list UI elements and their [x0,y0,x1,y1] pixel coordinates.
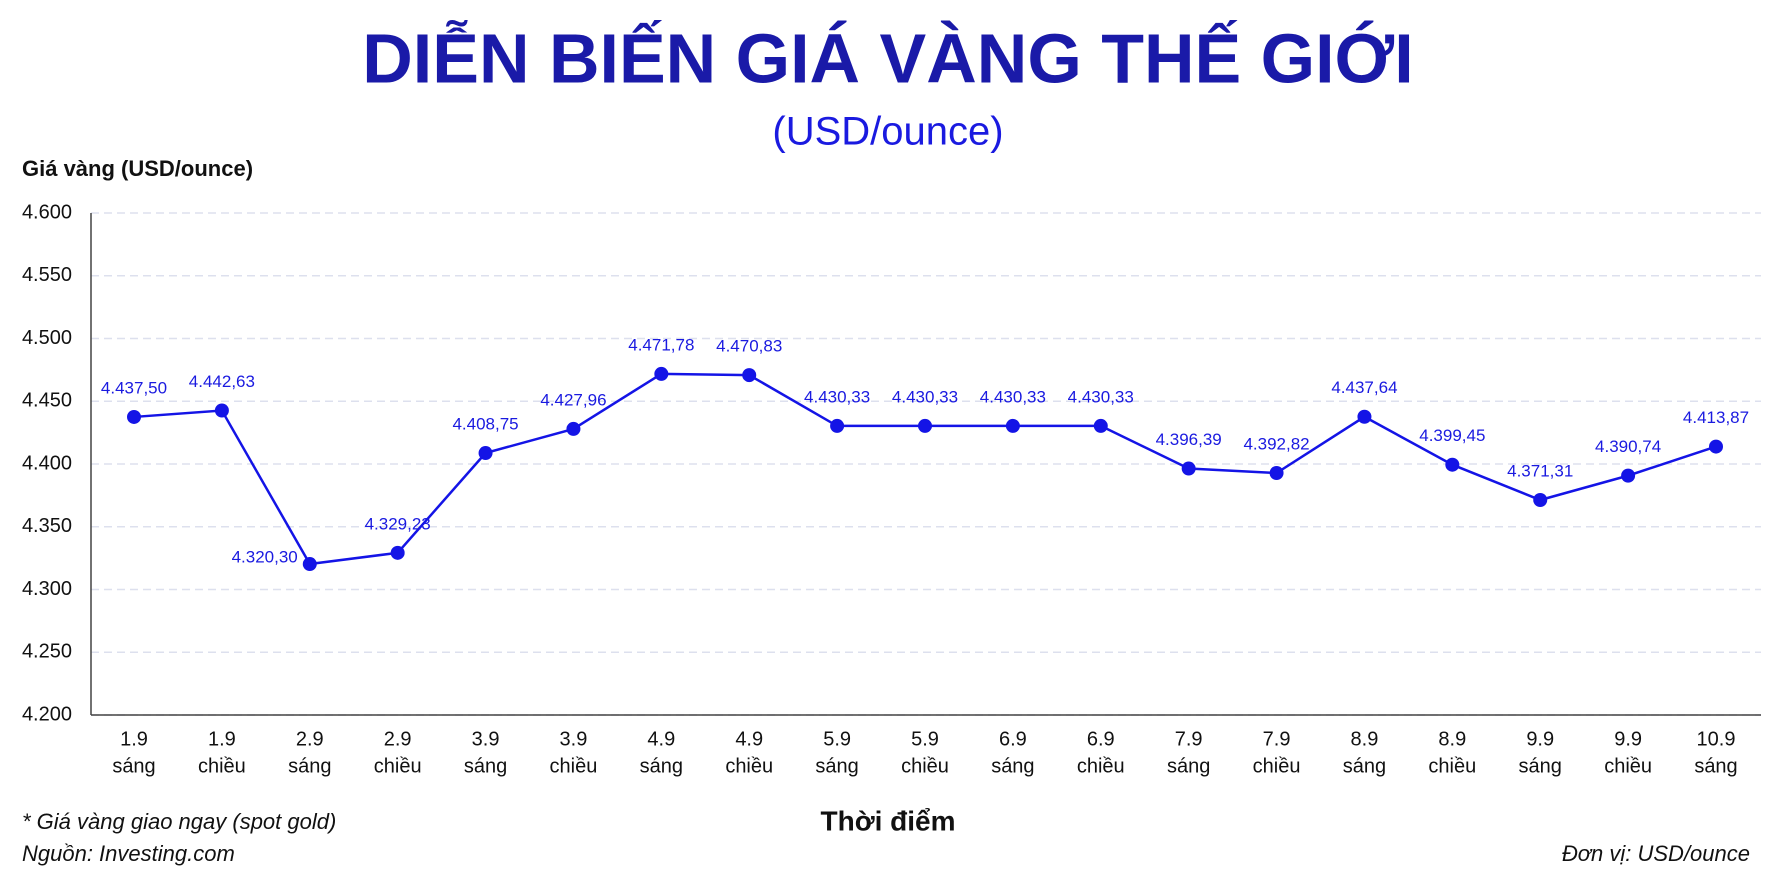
data-label: 4.430,33 [892,387,958,406]
y-axis-label: Giá vàng (USD/ounce) [22,156,253,181]
x-tick-label: 7.9 [1263,728,1291,750]
x-tick-label: chiều [374,755,422,777]
y-tick-label: 4.350 [22,515,72,537]
data-point [654,366,669,381]
x-tick-label: sáng [112,755,155,777]
y-tick-label: 4.550 [22,264,72,286]
x-tick-label: chiều [901,755,949,777]
x-tick-label: sáng [464,755,507,777]
x-tick-label: 3.9 [560,728,588,750]
x-tick-label: 7.9 [1175,728,1203,750]
x-tick-label: 4.9 [647,728,675,750]
data-label: 4.371,31 [1507,461,1573,480]
data-label: 4.442,63 [189,372,255,391]
data-point [1005,418,1020,433]
data-point [1093,418,1108,433]
data-point [830,418,845,433]
y-tick-label: 4.400 [22,452,72,474]
x-tick-label: 9.9 [1614,728,1642,750]
data-point [1269,466,1284,481]
x-tick-label: 2.9 [384,728,412,750]
x-tick-label: 2.9 [296,728,324,750]
data-point [1533,493,1548,508]
x-tick-label: 6.9 [999,728,1027,750]
data-label: 4.430,33 [1068,387,1134,406]
data-label: 4.430,33 [980,387,1046,406]
data-point [127,409,141,424]
x-tick-label: 8.9 [1438,728,1466,750]
chart-title: DIỄN BIẾN GIÁ VÀNG THẾ GIỚI [362,18,1413,97]
y-tick-label: 4.250 [22,641,72,663]
data-label: 4.390,74 [1595,437,1661,456]
x-tick-label: sáng [1343,755,1386,777]
x-tick-label: chiều [550,755,598,777]
data-point [1181,461,1196,476]
data-label: 4.413,87 [1683,408,1749,427]
y-tick-label: 4.200 [22,703,72,725]
x-tick-label: chiều [198,755,246,777]
data-point [214,403,229,418]
data-label: 4.470,83 [716,337,782,356]
data-point [302,557,317,572]
data-point [918,418,932,433]
data-label: 4.392,82 [1243,434,1309,453]
x-tick-label: 5.9 [911,728,939,750]
data-label: 4.430,33 [804,387,870,406]
y-tick-label: 4.500 [22,327,72,349]
x-tick-label: chiều [1428,755,1476,777]
data-point [390,545,405,560]
chart-subtitle: (USD/ounce) [772,110,1003,154]
x-tick-label: chiều [1604,755,1652,777]
note: * Giá vàng giao ngay (spot gold) [22,809,336,834]
x-tick-label: sáng [1694,755,1737,777]
x-tick-label: chiều [1077,755,1125,777]
data-point [1709,439,1723,454]
data-label: 4.437,50 [101,378,167,397]
x-tick-label: 4.9 [735,728,763,750]
data-point [742,368,757,383]
data-point [478,446,493,461]
x-tick-label: 9.9 [1526,728,1554,750]
x-tick-label: 8.9 [1351,728,1379,750]
x-tick-label: chiều [1253,755,1301,777]
data-label: 4.408,75 [452,415,518,434]
data-point [566,421,581,436]
x-tick-label: 1.9 [208,728,236,750]
x-tick-label: 10.9 [1697,728,1736,750]
y-tick-label: 4.300 [22,578,72,600]
data-label: 4.320,30 [232,548,298,567]
x-tick-label: sáng [991,755,1034,777]
x-tick-label: sáng [288,755,331,777]
x-tick-label: 6.9 [1087,728,1115,750]
x-tick-label: 3.9 [472,728,500,750]
source: Nguồn: Investing.com [22,841,235,866]
data-label: 4.399,45 [1419,426,1485,445]
data-label: 4.427,96 [540,390,606,409]
unit-note: Đơn vị: USD/ounce [1562,841,1750,866]
x-tick-label: chiều [725,755,773,777]
x-tick-label: 1.9 [120,728,148,750]
x-tick-label: sáng [1519,755,1562,777]
data-point [1621,468,1636,483]
y-tick-label: 4.600 [22,201,72,223]
data-label: 4.396,39 [1156,430,1222,449]
x-tick-label: sáng [815,755,858,777]
data-label: 4.471,78 [628,335,694,354]
y-tick-label: 4.450 [22,390,72,412]
x-tick-label: sáng [640,755,683,777]
x-tick-label: 5.9 [823,728,851,750]
x-axis-label: Thời điểm [820,805,955,836]
data-point [1445,457,1460,472]
data-label: 4.437,64 [1331,378,1397,397]
data-point [1357,409,1372,424]
x-tick-label: sáng [1167,755,1210,777]
data-label: 4.329,23 [365,514,431,533]
